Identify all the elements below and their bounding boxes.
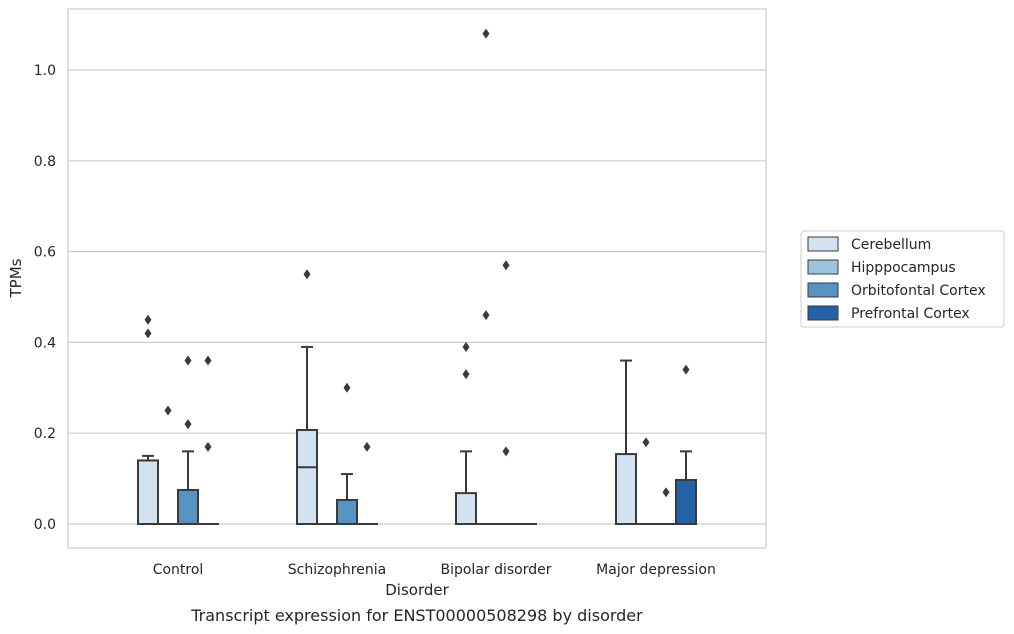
box-cerebellum	[296, 269, 318, 525]
box-body	[336, 498, 358, 525]
outlier-point	[502, 446, 510, 457]
outlier-point	[363, 441, 371, 452]
outlier-point	[204, 355, 212, 366]
outlier-point	[502, 260, 510, 271]
boxes	[137, 28, 697, 526]
legend-label: Orbitofontal Cortex	[851, 283, 986, 299]
box-hipppocampus	[635, 437, 657, 526]
y-tick-label: 0.4	[34, 335, 56, 351]
outlier-point	[642, 437, 650, 448]
x-tick-label: Major depression	[596, 562, 716, 578]
legend-label: Hipppocampus	[851, 260, 956, 276]
box-cerebellum	[455, 341, 477, 525]
box-hipppocampus	[475, 28, 497, 526]
legend: Cerebellum Hipppocampus Orbitofontal Corte…	[800, 230, 1005, 328]
legend-swatch	[807, 305, 839, 321]
legend-swatch	[807, 282, 839, 298]
outlier-point	[462, 341, 470, 352]
box-prefrontal-cortex	[356, 441, 378, 526]
outlier-point	[144, 328, 152, 339]
box-orbitofontal-cortex	[495, 260, 517, 526]
box-body	[675, 478, 697, 526]
y-tick-label: 0.0	[34, 517, 56, 533]
legend-label: Cerebellum	[851, 237, 931, 253]
legend-swatch	[807, 259, 839, 275]
box-orbitofontal-cortex	[177, 355, 199, 526]
outlier-point	[482, 310, 490, 321]
x-axis-label: Disorder	[385, 581, 449, 599]
y-tick-label: 1.0	[34, 63, 56, 79]
box-body	[177, 488, 199, 526]
y-tick-label: 0.8	[34, 154, 56, 170]
y-tick-label: 0.2	[34, 426, 56, 442]
x-tick-label: Control	[153, 562, 204, 578]
legend-swatch	[807, 236, 839, 252]
gridlines	[68, 69, 766, 525]
box-cerebellum	[615, 359, 637, 526]
x-tick-label: Schizophrenia	[288, 562, 386, 578]
outlier-point	[482, 28, 490, 39]
plot-frame	[67, 8, 767, 549]
outlier-point	[204, 441, 212, 452]
figure-caption: Transcript expression for ENST0000050829…	[191, 606, 643, 625]
outlier-point	[184, 419, 192, 430]
y-axis-label: TPMs	[7, 258, 25, 298]
box-cerebellum	[137, 314, 159, 526]
outlier-point	[343, 382, 351, 393]
box-body	[137, 459, 159, 526]
box-body	[455, 492, 477, 525]
outlier-point	[303, 269, 311, 280]
outlier-point	[164, 405, 172, 416]
box-body	[615, 453, 637, 526]
y-tick-label: 0.6	[34, 245, 56, 261]
legend-items: Cerebellum Hipppocampus Orbitofontal Corte…	[807, 236, 986, 322]
x-tick-labels: Control Schizophrenia Bipolar disorder Majo…	[153, 562, 716, 578]
legend-label: Prefrontal Cortex	[851, 306, 970, 322]
outlier-point	[144, 314, 152, 325]
y-tick-labels: 0.0 0.2 0.4 0.6 0.8 1.0	[34, 63, 56, 533]
outlier-point	[662, 487, 670, 498]
box-orbitofontal-cortex	[655, 487, 677, 526]
box-orbitofontal-cortex	[336, 382, 358, 525]
box-hipppocampus	[157, 405, 179, 526]
box-prefrontal-cortex	[675, 364, 697, 526]
box-body	[296, 429, 318, 525]
box-prefrontal-cortex	[197, 355, 219, 526]
outlier-point	[682, 364, 690, 375]
outlier-point	[184, 355, 192, 366]
x-tick-label: Bipolar disorder	[440, 562, 551, 578]
legend-frame	[800, 230, 1005, 328]
outlier-point	[462, 369, 470, 380]
